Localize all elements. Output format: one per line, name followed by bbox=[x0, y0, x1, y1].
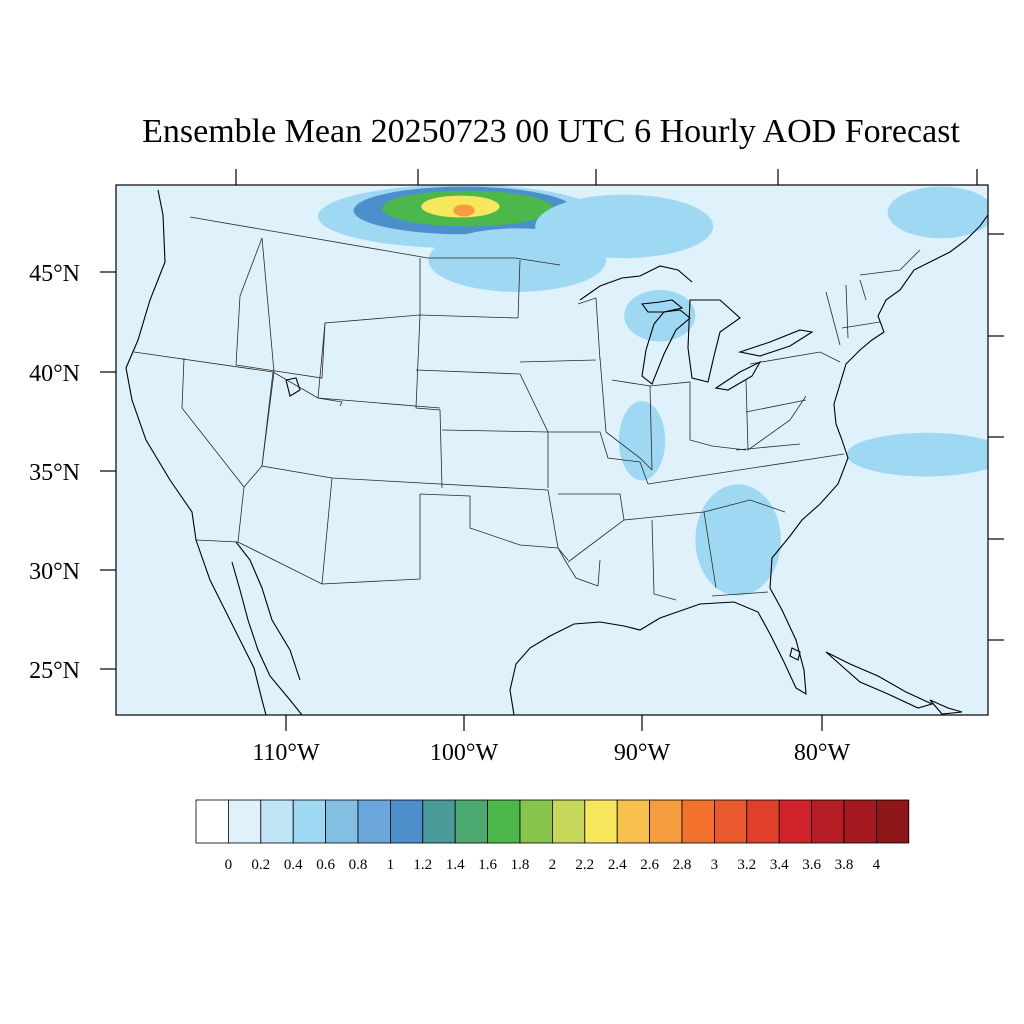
colorbar-label: 1 bbox=[387, 857, 395, 873]
colorbar-label: 1.8 bbox=[511, 857, 530, 873]
aod-plume bbox=[428, 228, 607, 292]
aod-plume bbox=[453, 204, 475, 217]
lon-label: 90°W bbox=[614, 740, 671, 766]
aod-plume bbox=[846, 432, 988, 477]
colorbar-label: 2 bbox=[549, 857, 557, 873]
colorbar-swatch bbox=[778, 799, 813, 844]
colorbar-label: 0.2 bbox=[251, 857, 270, 873]
colorbar-swatch bbox=[746, 799, 780, 844]
colorbar-label: 4 bbox=[873, 857, 881, 873]
colorbar-swatch bbox=[616, 799, 651, 844]
lat-label: 45°N bbox=[29, 261, 80, 287]
lat-axis-labels: 45°N 40°N 35°N 30°N 25°N bbox=[29, 261, 80, 684]
aod-plume bbox=[695, 484, 781, 596]
lat-label: 35°N bbox=[29, 460, 80, 486]
colorbar-swatch bbox=[227, 799, 262, 844]
lon-label: 110°W bbox=[252, 740, 320, 766]
colorbar-swatch bbox=[681, 799, 715, 844]
colorbar bbox=[195, 799, 910, 844]
colorbar-swatch bbox=[487, 799, 521, 844]
colorbar-label: 3.8 bbox=[835, 857, 854, 873]
colorbar-label: 1.6 bbox=[478, 857, 497, 873]
colorbar-label: 3.6 bbox=[802, 857, 821, 873]
colorbar-swatch bbox=[422, 799, 456, 844]
colorbar-swatch bbox=[325, 799, 359, 844]
colorbar-swatch bbox=[584, 799, 618, 844]
chart-title: Ensemble Mean 20250723 00 UTC 6 Hourly A… bbox=[142, 113, 960, 150]
colorbar-label: 0.4 bbox=[284, 857, 303, 873]
colorbar-label: 1.4 bbox=[446, 857, 465, 873]
lat-label: 40°N bbox=[29, 361, 80, 387]
colorbar-swatch bbox=[552, 799, 586, 844]
colorbar-swatch bbox=[519, 799, 553, 844]
colorbar-label: 0 bbox=[225, 857, 233, 873]
lon-label: 100°W bbox=[430, 740, 499, 766]
colorbar-label: 3 bbox=[711, 857, 719, 873]
colorbar-label: 2.2 bbox=[575, 857, 594, 873]
state-borders bbox=[133, 216, 921, 601]
lon-label: 80°W bbox=[794, 740, 851, 766]
lat-label: 25°N bbox=[29, 658, 80, 684]
map-ticks bbox=[100, 169, 1004, 731]
colorbar-label: 2.8 bbox=[673, 857, 692, 873]
map-panel bbox=[115, 184, 989, 716]
colorbar-swatch bbox=[714, 799, 748, 844]
lat-label: 30°N bbox=[29, 559, 80, 585]
colorbar-label: 2.6 bbox=[640, 857, 659, 873]
colorbar-label: 1.2 bbox=[413, 857, 432, 873]
colorbar-label: 3.4 bbox=[770, 857, 789, 873]
colorbar-swatch bbox=[389, 799, 424, 844]
colorbar-swatch bbox=[292, 799, 327, 844]
colorbar-labels: 0 0.2 0.4 0.6 0.8 1 1.2 1.4 1.6 1.8 2 2.2 2.4 2.6 2.8 3… bbox=[225, 857, 881, 873]
colorbar-swatch bbox=[260, 799, 294, 844]
colorbar-label: 3.2 bbox=[737, 857, 756, 873]
colorbar-swatch bbox=[357, 799, 391, 844]
colorbar-swatch bbox=[811, 799, 845, 844]
colorbar-swatch bbox=[454, 799, 489, 844]
colorbar-swatch bbox=[843, 799, 877, 844]
colorbar-swatch bbox=[649, 799, 683, 844]
lon-axis-labels: 110°W 100°W 90°W 80°W bbox=[252, 740, 850, 766]
aod-plume bbox=[887, 186, 988, 239]
map-frame bbox=[115, 184, 989, 716]
colorbar-swatch bbox=[876, 799, 910, 844]
aod-plume bbox=[624, 289, 696, 342]
coastlines bbox=[125, 189, 988, 715]
colorbar-label: 0.8 bbox=[349, 857, 368, 873]
colorbar-swatch bbox=[195, 799, 229, 844]
colorbar-label: 0.6 bbox=[316, 857, 335, 873]
colorbar-label: 2.4 bbox=[608, 857, 627, 873]
